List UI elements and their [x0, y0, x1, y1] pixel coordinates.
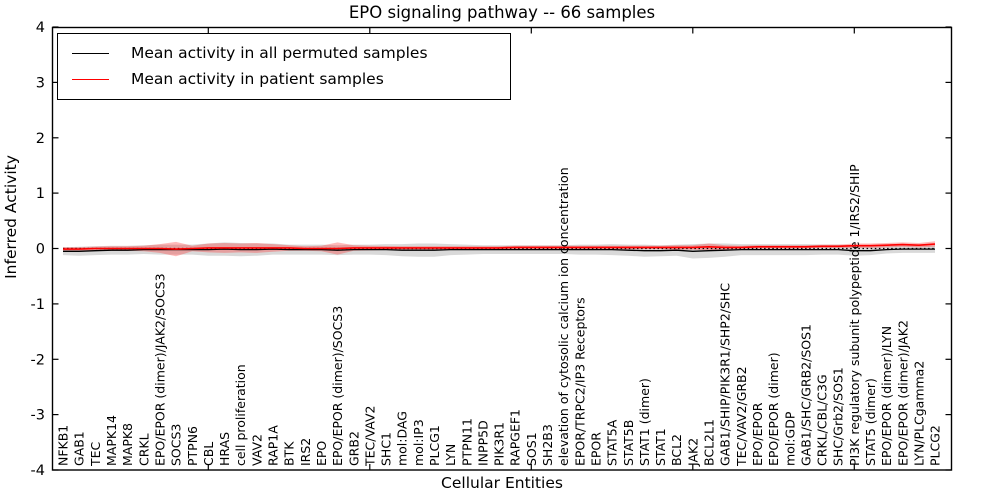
x-category-label: MAPK14	[104, 415, 119, 466]
x-category-label: EPO/EPOR (dimer)/LYN	[879, 326, 894, 466]
y-tick-label: -1	[31, 297, 45, 313]
x-category-label: BTK	[282, 441, 297, 466]
x-category-label: GAB1/SHC/GRB2/SOS1	[798, 324, 813, 466]
x-category-label: PIK3R1	[492, 422, 507, 466]
x-category-label: elevation of cytosolic calcium ion conce…	[556, 167, 571, 466]
x-category-label: VAV2	[249, 434, 264, 466]
x-category-label: mol:GDP	[782, 411, 797, 466]
x-category-label: mol:IP3	[411, 419, 426, 466]
x-category-label: EPO/EPOR (dimer)/JAK2/SOCS3	[153, 273, 168, 466]
x-category-labels: NFKB1 GAB1 TEC MAPK14 MAPK8 CRKL EPO/EPOR (dim…	[56, 164, 943, 467]
y-tick-label: -3	[31, 408, 45, 424]
permuted-line-icon	[72, 52, 109, 54]
x-category-label: RAP1A	[266, 425, 281, 466]
y-tick-label: 4	[36, 20, 45, 36]
x-category-label: LYN/PLCgamma2	[912, 361, 927, 466]
x-category-label: STAT5A	[605, 419, 620, 466]
x-category-label: EPO/EPOR	[750, 402, 765, 466]
x-category-label: BCL2	[669, 434, 684, 466]
patient-line-icon	[72, 78, 109, 80]
x-category-label: GAB1	[72, 431, 87, 466]
x-category-label: PTPN11	[459, 418, 474, 466]
x-category-label: EPO/EPOR (dimer)/SOCS3	[330, 306, 345, 466]
permuted-mean-line	[63, 248, 935, 252]
patient-mean-line	[63, 243, 936, 250]
x-category-label: BCL2L1	[702, 419, 717, 466]
x-category-label: HRAS	[217, 432, 232, 466]
x-axis-label: Cellular Entities	[441, 474, 563, 492]
x-category-label: STAT1 (dimer)	[637, 378, 652, 466]
x-category-label: PLCG1	[427, 425, 442, 466]
legend-label-permuted: Mean activity in all permuted samples	[131, 44, 428, 62]
legend: Mean activity in all permuted samples Me…	[57, 33, 511, 100]
legend-entry-patient: Mean activity in patient samples	[58, 66, 510, 92]
x-category-label: INPP5D	[476, 420, 491, 466]
x-category-label: GAB1/SHIP/PIK3R1/SHP2/SHC	[718, 283, 733, 466]
x-category-label: EPOR/TRPC2/IP3 Receptors	[572, 297, 587, 466]
y-ticks	[52, 26, 952, 471]
x-category-label: mol:DAG	[395, 411, 410, 466]
y-tick-labels: -4 -3 -2 -1 0 1 2 3 4	[31, 20, 45, 479]
x-category-label: RAPGEF1	[508, 409, 523, 466]
legend-label-patient: Mean activity in patient samples	[131, 70, 384, 88]
x-category-label: STAT5B	[621, 420, 636, 466]
x-category-label: SH2B3	[540, 424, 555, 466]
x-category-label: STAT5 (dimer)	[863, 378, 878, 466]
y-tick-label: -2	[31, 352, 45, 368]
x-category-label: IRS2	[298, 438, 313, 466]
x-category-label: EPO/EPOR (dimer)/JAK2	[895, 320, 910, 466]
x-category-label: SOCS3	[169, 424, 184, 466]
x-category-label: EPO/EPOR (dimer)	[766, 352, 781, 466]
x-category-label: MAPK8	[120, 423, 135, 466]
x-category-label: STAT1	[653, 428, 668, 466]
y-tick-label: 3	[36, 75, 45, 91]
x-category-label: JAK2	[685, 438, 700, 467]
x-category-label: NFKB1	[56, 425, 71, 466]
x-category-label: SHC1	[379, 432, 394, 466]
x-category-label: EPO	[314, 441, 329, 466]
x-category-label: PTPN6	[185, 426, 200, 466]
y-tick-label: -4	[31, 463, 45, 479]
x-ticks	[207, 27, 855, 470]
x-category-label: SHC/Grb2/SOS1	[831, 367, 846, 466]
x-category-label: EPOR	[589, 432, 604, 466]
x-category-label: GRB2	[346, 431, 361, 466]
x-category-label: SOS1	[524, 432, 539, 466]
y-tick-label: 1	[36, 186, 45, 202]
y-tick-label: 2	[36, 131, 45, 147]
y-tick-label: 0	[36, 242, 45, 258]
x-category-label: PI3K regulatory subunit polypeptide 1/IR…	[847, 164, 862, 466]
x-category-label: cell proliferation	[233, 364, 248, 466]
x-category-label: CRKL	[136, 433, 151, 466]
x-category-label: CRKL/CBL/C3G	[815, 374, 830, 466]
x-category-label: TEC/VAV2/GRB2	[734, 366, 749, 467]
chart-title: EPO signaling pathway -- 66 samples	[348, 3, 656, 22]
x-category-label: CBL	[201, 442, 216, 466]
x-category-label: LYN	[443, 444, 458, 466]
x-category-label: PLCG2	[928, 425, 943, 466]
x-category-label: TEC	[88, 441, 103, 467]
legend-entry-permuted: Mean activity in all permuted samples	[58, 40, 510, 66]
x-category-label: TEC/VAV2	[362, 406, 377, 467]
y-axis-label: Inferred Activity	[2, 155, 20, 279]
